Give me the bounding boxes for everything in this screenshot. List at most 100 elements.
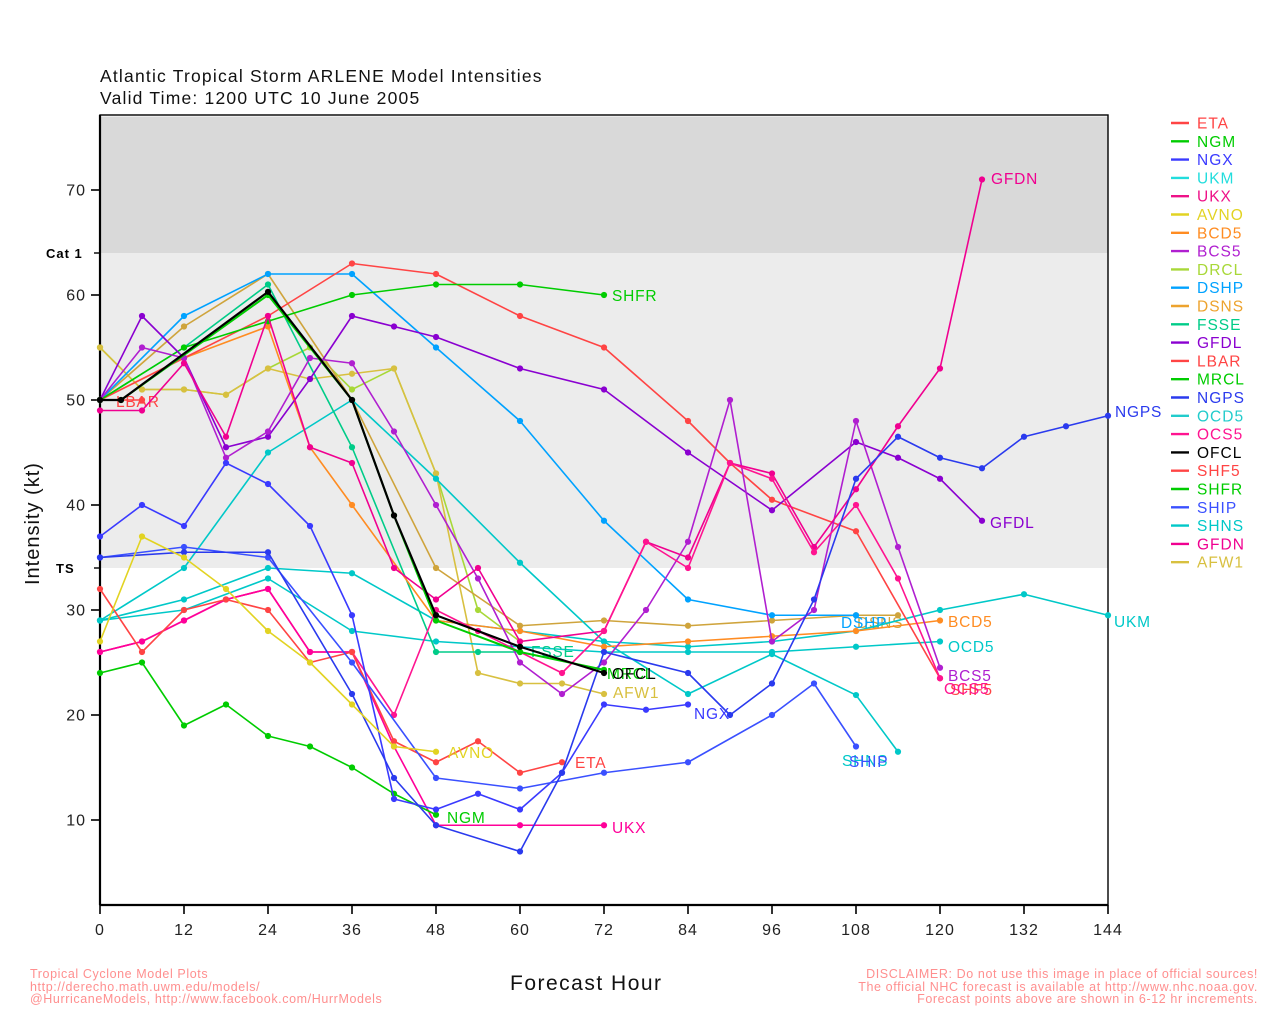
series-avno: AVNO [96,533,493,762]
data-point-ngx [600,701,608,708]
series-label-bcs5: BCS5 [948,668,992,685]
data-point-afw1 [432,470,440,477]
data-point-ofcl [600,669,608,677]
data-point-ocd5 [96,617,104,624]
y-tick-label: 30 [66,603,86,620]
series-label-eta: ETA [575,755,606,772]
legend-item-ukx: UKX [1171,189,1232,206]
data-point-ngm [222,701,230,708]
data-point-ocs5 [642,538,650,545]
data-point-ocd5 [348,627,356,635]
data-point-bcd5 [516,627,524,635]
x-tick-label: 96 [762,922,782,939]
data-point-shf5 [348,260,356,267]
series-ngx: NGX [96,459,730,813]
data-point-gfdn [222,433,230,440]
legend-label-bcs5: BCS5 [1197,244,1242,261]
data-point-shns [432,475,440,482]
data-point-gfdn [306,444,314,451]
series-label-ngm: NGM [447,810,486,827]
legend-label-avno: AVNO [1197,207,1244,224]
data-point-bcs5 [768,638,776,645]
legend-item-shns: SHNS [1171,518,1244,535]
data-point-ngm [432,811,440,818]
data-point-avno [138,533,146,540]
data-point-gfdl [852,438,860,446]
data-point-avno [348,701,356,708]
data-point-ship [852,743,860,750]
data-point-dsns [180,323,188,330]
data-point-afw1 [474,669,482,677]
data-point-ngm [96,669,104,677]
data-point-afw1 [180,386,188,393]
data-point-gfdn [516,638,524,645]
x-tick-label: 108 [841,922,871,939]
legend-item-ukm: UKM [1171,170,1233,187]
data-point-ocd5 [852,643,860,650]
data-point-ocd5 [768,648,776,656]
data-point-dshp [684,596,692,603]
data-point-avno [390,743,398,750]
x-axis-title: Forecast Hour [510,972,663,995]
legend-item-mrcl: MRCL [1171,372,1244,389]
legend-item-ngx: NGX [1171,152,1233,169]
data-point-ngps [894,433,902,440]
data-point-ukx [600,822,608,829]
data-point-ukm [348,570,356,577]
data-point-ukx [96,648,104,656]
legend-item-shf5: SHF5 [1171,463,1240,480]
data-point-drcl [474,606,482,614]
data-point-bcs5 [432,501,440,509]
data-point-ukx [138,638,146,645]
series-ship: SHIP [96,543,888,792]
data-point-ngps [264,549,272,556]
data-point-ngps [936,454,944,461]
data-point-ocs5 [684,564,692,572]
data-point-gfdl [222,444,230,451]
data-point-gfdl [978,517,986,524]
legend-item-afw1: AFW1 [1171,555,1243,572]
series-label-ngx: NGX [694,706,730,723]
data-point-ngps [516,848,524,855]
x-tick-label: 24 [258,922,278,939]
x-tick-label: 0 [95,922,105,939]
x-tick-label: 120 [925,922,955,939]
data-point-ngx [264,480,272,488]
data-point-gfdn [684,554,692,561]
data-point-ocd5 [432,638,440,645]
data-point-bcs5 [726,396,734,404]
data-point-gfdn [768,470,776,477]
series-label-shf5: SHF5 [950,682,993,699]
data-point-ship [600,769,608,776]
data-point-shns [684,690,692,698]
legend-label-shns: SHNS [1197,518,1244,535]
data-point-shf5 [600,344,608,351]
data-point-ukx [180,617,188,624]
data-point-ngps [432,822,440,829]
data-point-avno [96,638,104,645]
legend-label-ukx: UKX [1197,189,1232,206]
credit-text: Tropical Cyclone Model Plots http://derec… [30,967,383,1006]
data-point-afw1 [264,365,272,372]
series-line-shf5 [99,262,941,679]
chart-subtitle: Valid Time: 1200 UTC 10 June 2005 [100,88,421,108]
data-point-bcs5 [264,428,272,435]
legend-item-ocs5: OCS5 [1171,427,1242,444]
data-point-bcs5 [684,538,692,545]
legend-label-ship: SHIP [1197,500,1237,517]
data-point-bcd5 [264,323,272,330]
legend-label-dsns: DSNS [1197,299,1244,316]
data-point-ngx [306,522,314,530]
data-point-ocd5 [264,575,272,582]
data-point-bcs5 [558,690,566,698]
legend-label-ofcl: OFCL [1197,445,1242,462]
legend-label-eta: ETA [1197,116,1229,133]
data-point-bcs5 [348,360,356,367]
data-point-ocd5 [936,638,944,645]
data-point-ngps [180,549,188,556]
y-tick-label: 40 [66,498,86,515]
data-point-ngx [516,806,524,813]
data-point-dsns [600,617,608,624]
data-point-fsse [474,648,482,656]
series-label-shns: SHNS [842,753,888,770]
